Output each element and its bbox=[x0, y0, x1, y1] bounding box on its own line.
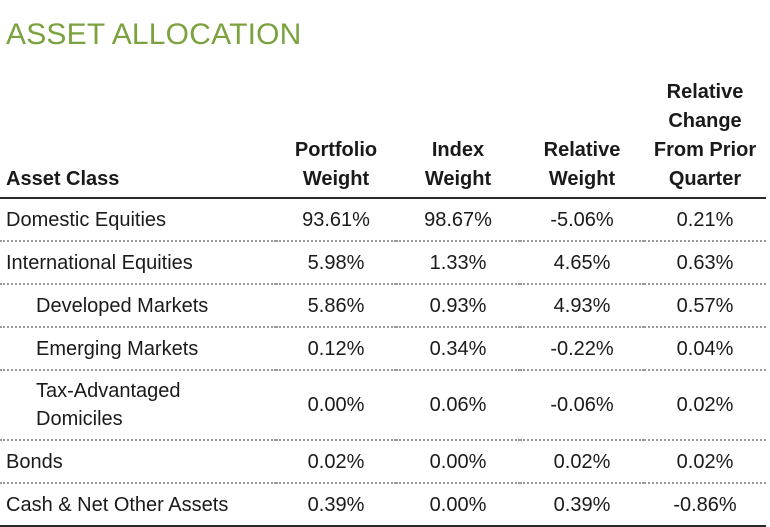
relative-weight-cell: -5.06% bbox=[520, 198, 644, 242]
header-portfolio-weight: Portfolio Weight bbox=[276, 78, 396, 199]
asset-class-cell: Developed Markets bbox=[0, 284, 276, 328]
index-weight-cell: 0.00% bbox=[396, 440, 520, 484]
asset-class-cell: Domestic Equities bbox=[0, 198, 276, 242]
header-asset-class: Asset Class bbox=[0, 78, 276, 199]
index-weight-cell: 0.93% bbox=[396, 284, 520, 328]
asset-class-label: Cash & Net Other Assets bbox=[6, 493, 229, 516]
portfolio-weight-cell: 5.86% bbox=[276, 284, 396, 328]
asset-class-cell: Tax-Advantaged Domiciles bbox=[0, 370, 276, 441]
relative-weight-cell: 0.39% bbox=[520, 483, 644, 527]
asset-class-label: Bonds bbox=[6, 450, 63, 473]
relative-change-cell: 0.02% bbox=[644, 370, 766, 441]
table-row: Emerging Markets 0.12% 0.34% -0.22% 0.04… bbox=[0, 327, 766, 371]
table-row: Cash & Net Other Assets 0.39% 0.00% 0.39… bbox=[0, 483, 766, 527]
table-row: Bonds 0.02% 0.00% 0.02% 0.02% bbox=[0, 440, 766, 484]
relative-change-cell: 0.63% bbox=[644, 241, 766, 285]
relative-change-cell: 0.57% bbox=[644, 284, 766, 328]
relative-weight-cell: -0.22% bbox=[520, 327, 644, 371]
header-index-weight: Index Weight bbox=[396, 78, 520, 199]
relative-weight-cell: 0.02% bbox=[520, 440, 644, 484]
header-row: Asset Class Portfolio Weight Index Weigh… bbox=[0, 78, 766, 199]
asset-class-label: International Equities bbox=[6, 251, 193, 274]
portfolio-weight-cell: 0.00% bbox=[276, 370, 396, 441]
asset-class-label: Emerging Markets bbox=[36, 337, 199, 360]
header-line: Weight bbox=[548, 168, 616, 190]
asset-class-cell: Bonds bbox=[0, 440, 276, 484]
index-weight-cell: 0.00% bbox=[396, 483, 520, 527]
index-weight-cell: 0.06% bbox=[396, 370, 520, 441]
index-weight-cell: 98.67% bbox=[396, 198, 520, 242]
portfolio-weight-cell: 0.39% bbox=[276, 483, 396, 527]
portfolio-weight-cell: 0.12% bbox=[276, 327, 396, 371]
portfolio-weight-cell: 5.98% bbox=[276, 241, 396, 285]
page-title: ASSET ALLOCATION bbox=[6, 18, 302, 51]
portfolio-weight-cell: 93.61% bbox=[276, 198, 396, 242]
header-line: Weight bbox=[424, 168, 492, 190]
asset-class-cell: International Equities bbox=[0, 241, 276, 285]
asset-class-label: Domestic Equities bbox=[6, 208, 167, 231]
relative-change-cell: 0.02% bbox=[644, 440, 766, 484]
header-relative-weight: Relative Weight bbox=[520, 78, 644, 199]
asset-class-cell: Emerging Markets bbox=[0, 327, 276, 371]
index-weight-cell: 1.33% bbox=[396, 241, 520, 285]
header-line: From Prior bbox=[653, 139, 757, 161]
asset-allocation-table: Asset Class Portfolio Weight Index Weigh… bbox=[0, 78, 766, 527]
relative-change-cell: -0.86% bbox=[644, 483, 766, 527]
header-relative-change: Relative Change From Prior Quarter bbox=[644, 78, 766, 199]
portfolio-weight-cell: 0.02% bbox=[276, 440, 396, 484]
header-line: Index bbox=[431, 139, 485, 161]
table-row: Tax-Advantaged Domiciles 0.00% 0.06% -0.… bbox=[0, 370, 766, 441]
relative-change-cell: 0.04% bbox=[644, 327, 766, 371]
header-line: Relative bbox=[543, 139, 621, 161]
table-row: International Equities 5.98% 1.33% 4.65%… bbox=[0, 241, 766, 285]
header-line: Weight bbox=[302, 168, 370, 190]
header-line: Quarter bbox=[668, 168, 742, 190]
relative-change-cell: 0.21% bbox=[644, 198, 766, 242]
index-weight-cell: 0.34% bbox=[396, 327, 520, 371]
header-line: Relative bbox=[666, 81, 744, 103]
header-line: Portfolio bbox=[294, 139, 378, 161]
asset-class-label: Domiciles bbox=[36, 408, 123, 430]
header-line: Change bbox=[668, 110, 742, 132]
relative-weight-cell: 4.93% bbox=[520, 284, 644, 328]
table-row: Developed Markets 5.86% 0.93% 4.93% 0.57… bbox=[0, 284, 766, 328]
relative-weight-cell: -0.06% bbox=[520, 370, 644, 441]
asset-class-label: Developed Markets bbox=[36, 294, 209, 317]
asset-class-label: Tax-Advantaged bbox=[36, 380, 181, 402]
asset-class-cell: Cash & Net Other Assets bbox=[0, 483, 276, 527]
table-row: Domestic Equities 93.61% 98.67% -5.06% 0… bbox=[0, 198, 766, 242]
relative-weight-cell: 4.65% bbox=[520, 241, 644, 285]
